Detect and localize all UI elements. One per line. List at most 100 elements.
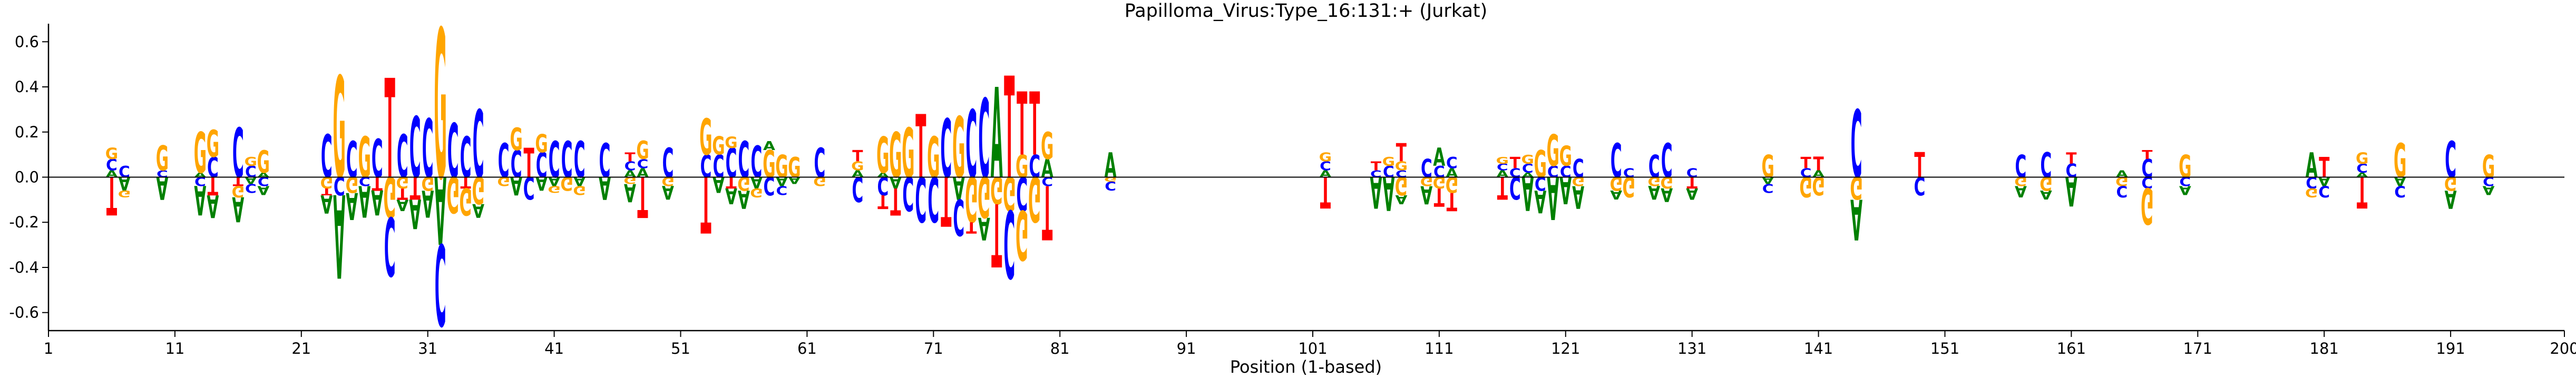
logo-letter-c-pos-120: C	[1547, 163, 1559, 181]
logo-letter-a-pos-191: A	[2445, 184, 2457, 213]
x-tick-label: 41	[544, 340, 564, 357]
logo-letter-text: G	[333, 48, 346, 211]
logo-letter-g-pos-37: G	[497, 174, 510, 188]
logo-letter-g-pos-80: G	[1041, 125, 1053, 168]
logo-letter-t-pos-116: T	[1497, 170, 1508, 206]
logo-letter-g-pos-23: G	[320, 174, 333, 192]
logo-letter-text: G	[1761, 148, 1774, 184]
logo-letter-text: A	[738, 184, 750, 213]
logo-letter-a-pos-76: A	[991, 62, 1003, 207]
logo-letter-c-pos-32: C	[435, 218, 446, 348]
logo-letter-g-pos-159: G	[2040, 173, 2052, 194]
logo-letter-g-pos-191: G	[2444, 173, 2457, 194]
logo-letter-text: G	[1547, 126, 1559, 176]
logo-letter-t-pos-34: T	[461, 174, 471, 192]
logo-letter-text: C	[776, 183, 788, 197]
logo-letter-g-pos-116: G	[1496, 155, 1509, 166]
logo-letter-a-pos-122: A	[1572, 179, 1584, 215]
logo-letter-text: T	[1447, 187, 1457, 215]
logo-letter-text: A	[1686, 185, 1698, 203]
logo-letter-g-pos-78: G	[1016, 148, 1028, 184]
logo-letter-c-pos-107: C	[1383, 163, 1394, 181]
logo-letter-text: C	[1383, 163, 1394, 181]
logo-letter-a-pos-125: A	[1610, 187, 1622, 202]
logo-letter-text: T	[2319, 152, 2330, 184]
logo-letter-a-pos-54: A	[713, 172, 725, 196]
logo-letter-c-pos-116: C	[1497, 162, 1508, 173]
logo-letter-text: T	[372, 173, 383, 194]
logo-letter-g-pos-14: G	[207, 123, 219, 166]
logo-letter-text: A	[396, 196, 408, 214]
logo-letter-text: C	[1421, 155, 1432, 184]
logo-letter-text: T	[852, 147, 863, 165]
logo-letter-g-pos-121: G	[1559, 141, 1572, 173]
logo-letter-text: A	[409, 190, 421, 237]
logo-letter-g-pos-78: G	[1016, 194, 1028, 273]
logo-letter-a-pos-106: A	[1370, 167, 1382, 217]
logo-letter-text: G	[927, 126, 940, 191]
x-axis-ticks: 1 11 21 31 41 51 61 71 81 91 101 111 121 131 141 151 161…	[44, 331, 2576, 357]
logo-letter-c-pos-102: C	[1320, 160, 1331, 174]
logo-letter-text: C	[1016, 166, 1028, 220]
chart-title: Papilloma_Virus:Type_16:131:+ (Jurkat)	[1125, 1, 1488, 22]
logo-letter-t-pos-39: T	[523, 140, 534, 187]
logo-letter-c-pos-14: C	[207, 152, 219, 184]
x-tick-label: 91	[1177, 340, 1196, 357]
logo-letter-text: C	[1509, 170, 1521, 206]
logo-letter-c-pos-17: C	[245, 181, 257, 195]
logo-letter-a-pos-121: A	[1559, 168, 1572, 212]
logo-letter-g-pos-144: G	[1850, 170, 1862, 206]
logo-letter-t-pos-68: T	[890, 180, 901, 223]
logo-letter-text: C	[346, 132, 358, 189]
logo-letter-text: C	[2306, 174, 2317, 192]
y-tick-label: 0.0	[15, 168, 39, 186]
logo-letter-g-pos-69: G	[902, 115, 914, 194]
logo-letter-a-pos-119: A	[1534, 183, 1546, 219]
x-tick-label: 51	[671, 340, 690, 357]
logo-letter-text: C	[372, 130, 383, 190]
logo-letter-c-pos-39: C	[523, 170, 535, 206]
logo-letter-t-pos-140: T	[1800, 154, 1811, 172]
logo-letter-text: G	[2040, 173, 2052, 194]
logo-letter-g-pos-107: G	[1382, 155, 1395, 169]
logo-letter-text: C	[1547, 163, 1559, 181]
logo-letter-g-pos-18: G	[257, 144, 270, 180]
logo-letter-text: G	[257, 144, 270, 180]
logo-letter-g-pos-31: G	[422, 173, 434, 194]
logo-letter-text: G	[497, 174, 510, 188]
logo-letter-c-pos-40: C	[536, 145, 548, 185]
y-tick-label: -0.2	[9, 213, 39, 231]
logo-letter-g-pos-33: G	[446, 165, 459, 223]
logo-letter-g-pos-108: G	[1395, 160, 1408, 174]
logo-letter-text: C	[764, 171, 775, 200]
x-tick-label: 61	[797, 340, 817, 357]
logo-letter-c-pos-167: C	[2141, 155, 2153, 184]
logo-letter-c-pos-47: C	[625, 160, 636, 174]
logo-letter-a-pos-27: A	[371, 183, 383, 223]
logo-letter-c-pos-70: C	[915, 162, 926, 234]
logo-letter-g-pos-141: G	[1812, 171, 1824, 200]
logo-letter-g-pos-184: G	[2356, 150, 2368, 167]
logo-letter-t-pos-27: T	[372, 173, 383, 194]
logo-letter-a-pos-85: A	[1105, 145, 1117, 185]
logo-letter-text: G	[2482, 148, 2495, 184]
logo-letter-a-pos-80: A	[1041, 155, 1053, 184]
logo-letter-c-pos-62: C	[814, 140, 826, 187]
logo-letter-text: C	[1611, 134, 1622, 188]
logo-letter-text: C	[511, 143, 522, 186]
logo-letter-g-pos-48: G	[636, 137, 649, 165]
logo-letter-a-pos-26: A	[358, 176, 370, 226]
logo-letter-c-pos-74: C	[965, 91, 977, 199]
logo-letter-text: C	[1105, 178, 1116, 193]
logo-letter-g-pos-38: G	[510, 122, 522, 157]
logo-letter-text: G	[2305, 185, 2318, 200]
logo-letter-t-pos-48: T	[637, 164, 648, 228]
logo-letter-c-pos-180: C	[2306, 174, 2317, 192]
logo-letter-c-pos-71: C	[928, 162, 939, 234]
logo-letter-g-pos-41: G	[548, 184, 560, 195]
logo-letter-c-pos-37: C	[498, 134, 510, 188]
logo-letter-text: G	[1521, 153, 1534, 167]
logo-letter-g-pos-79: G	[1028, 162, 1041, 234]
logo-letter-text: T	[1434, 182, 1445, 211]
logo-letter-text: G	[1016, 148, 1028, 184]
